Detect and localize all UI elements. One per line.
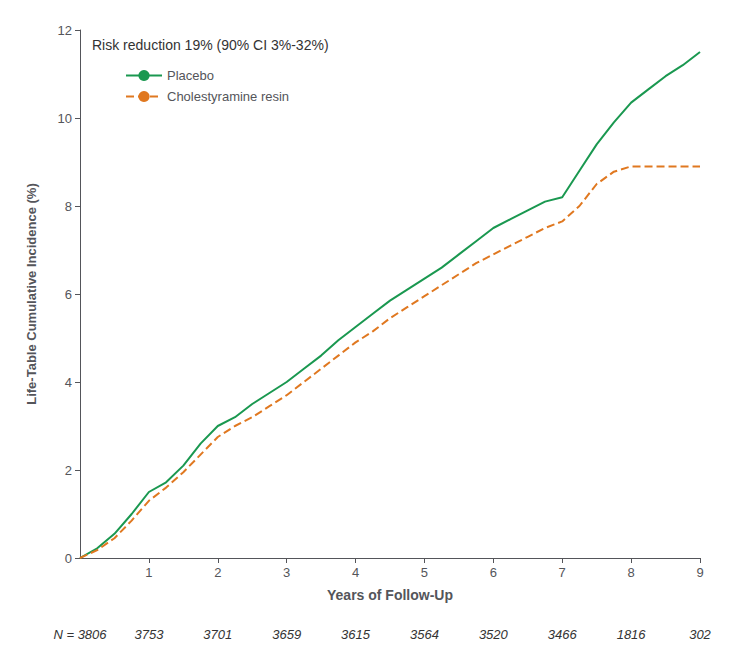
svg-text:2: 2 — [65, 463, 72, 478]
svg-text:6: 6 — [490, 565, 497, 580]
svg-text:3753: 3753 — [134, 627, 164, 642]
svg-text:3466: 3466 — [548, 627, 578, 642]
svg-text:0: 0 — [65, 551, 72, 566]
svg-text:1816: 1816 — [617, 627, 647, 642]
svg-text:1: 1 — [145, 565, 152, 580]
svg-text:3659: 3659 — [272, 627, 301, 642]
svg-text:9: 9 — [696, 565, 703, 580]
svg-text:8: 8 — [65, 199, 72, 214]
svg-text:12: 12 — [58, 23, 72, 38]
svg-text:3: 3 — [283, 565, 290, 580]
svg-text:5: 5 — [421, 565, 428, 580]
svg-text:Placebo: Placebo — [167, 68, 214, 83]
svg-text:Risk reduction 19% (90% CI 3%-: Risk reduction 19% (90% CI 3%-32%) — [92, 37, 329, 53]
svg-text:4: 4 — [65, 375, 72, 390]
svg-text:3615: 3615 — [341, 627, 371, 642]
svg-text:N = 3806: N = 3806 — [53, 627, 107, 642]
svg-text:Cholestyramine resin: Cholestyramine resin — [167, 89, 289, 104]
svg-text:Life-Table Cumulative Incidenc: Life-Table Cumulative Incidence (%) — [24, 183, 39, 405]
svg-text:3701: 3701 — [203, 627, 232, 642]
svg-text:8: 8 — [627, 565, 634, 580]
svg-text:3520: 3520 — [479, 627, 509, 642]
svg-text:6: 6 — [65, 287, 72, 302]
svg-text:302: 302 — [689, 627, 711, 642]
svg-text:10: 10 — [58, 111, 72, 126]
svg-text:4: 4 — [352, 565, 359, 580]
svg-text:3564: 3564 — [410, 627, 439, 642]
svg-text:Years of Follow-Up: Years of Follow-Up — [327, 587, 453, 603]
svg-text:7: 7 — [559, 565, 566, 580]
svg-text:2: 2 — [214, 565, 221, 580]
